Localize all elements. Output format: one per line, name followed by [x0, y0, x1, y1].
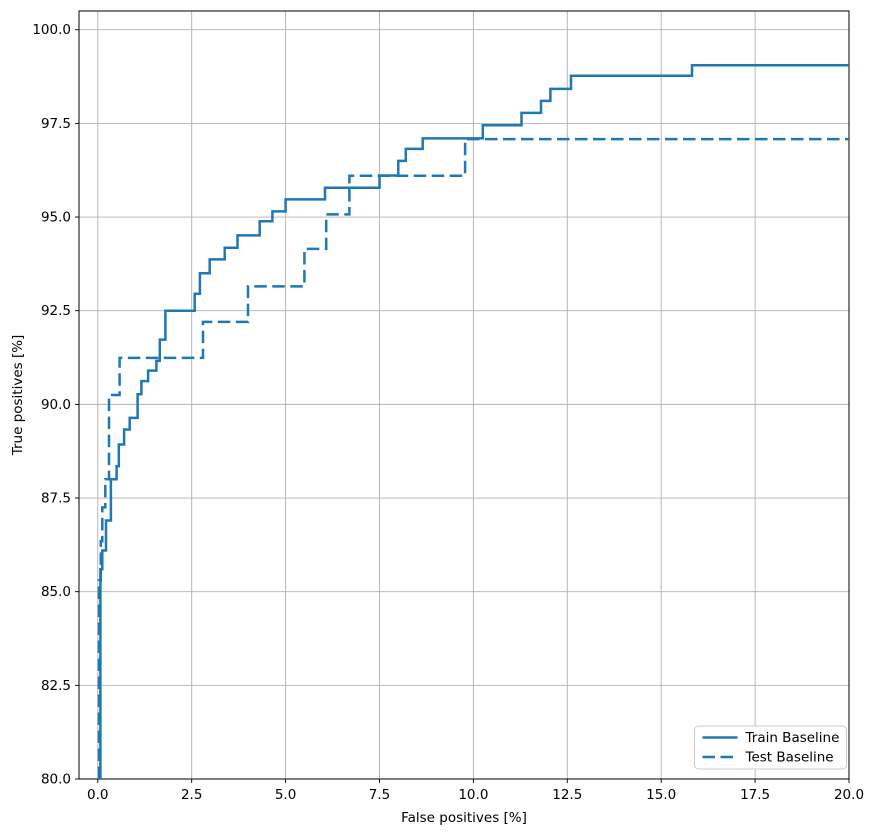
train-baseline-line [99, 64, 849, 779]
x-tick-label: 2.5 [181, 787, 202, 803]
x-tick-label: 10.0 [458, 787, 488, 803]
test-baseline-line [97, 137, 849, 779]
axis-ticks: 0.0 2.5 5.0 7.5 10.0 12.5 15.0 17.5 20.0 80.0 82.5… [32, 22, 864, 803]
legend: Train Baseline Test Baseline [694, 725, 847, 770]
y-tick-label: 85.0 [41, 584, 71, 600]
x-axis-label: False positives [%] [401, 810, 527, 826]
y-tick-label: 87.5 [41, 491, 71, 507]
x-tick-label: 7.5 [369, 787, 390, 803]
x-tick-label: 0.0 [87, 787, 108, 803]
y-tick-label: 95.0 [41, 210, 71, 226]
x-tick-label: 17.5 [740, 787, 770, 803]
y-tick-label: 82.5 [41, 678, 71, 694]
y-tick-label: 80.0 [41, 772, 71, 788]
y-axis-label: True positives [%] [10, 335, 26, 457]
y-tick-label: 97.5 [41, 116, 71, 132]
x-tick-label: 5.0 [275, 787, 296, 803]
grid-lines [79, 11, 850, 780]
x-tick-label: 20.0 [834, 787, 864, 803]
y-tick-label: 100.0 [32, 22, 71, 38]
axes-frame [78, 10, 850, 780]
series-lines [97, 64, 849, 779]
x-tick-label: 15.0 [646, 787, 676, 803]
x-tick-label: 12.5 [552, 787, 582, 803]
legend-label-test-baseline: Test Baseline [745, 750, 834, 766]
y-tick-label: 90.0 [41, 397, 71, 413]
legend-label-train-baseline: Train Baseline [745, 730, 840, 746]
y-tick-label: 92.5 [41, 303, 71, 319]
